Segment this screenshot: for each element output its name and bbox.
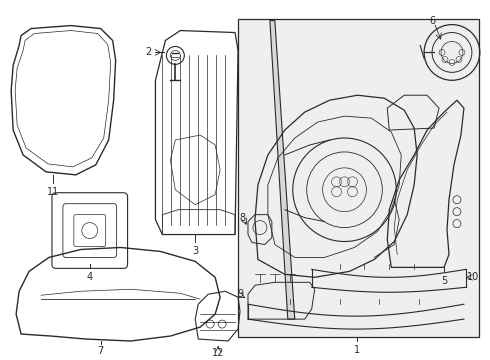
Text: 11: 11 [47,187,59,197]
Text: 5: 5 [441,276,447,286]
Bar [238,19,479,337]
Text: 6: 6 [429,15,435,26]
Text: 7: 7 [98,346,104,356]
Text: 4: 4 [87,272,93,282]
Text: 1: 1 [354,345,361,355]
Text: 12: 12 [212,348,224,358]
Text: 3: 3 [192,247,198,256]
Text: 10: 10 [467,272,479,282]
Polygon shape [270,21,295,319]
Text: 9: 9 [237,289,243,299]
Text: 2: 2 [146,48,151,58]
Text: 8: 8 [239,213,245,222]
